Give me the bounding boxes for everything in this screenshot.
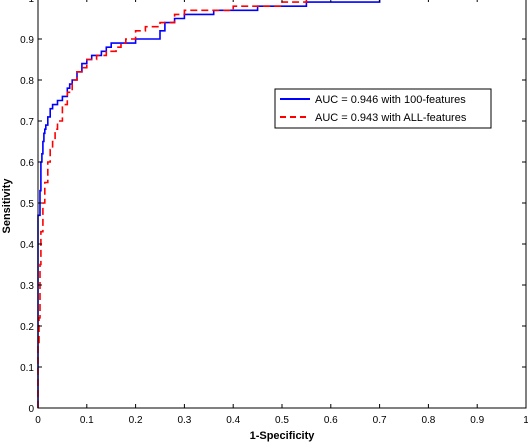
x-tick-label: 0.2 bbox=[129, 415, 143, 426]
legend-box bbox=[274, 88, 492, 129]
x-tick-label: 1 bbox=[523, 415, 528, 426]
y-tick-label: 0.6 bbox=[20, 158, 34, 169]
x-axis: 0 0.1 0.2 0.3 0.4 0.5 0.6 0.7 0.8 0.9 1 bbox=[35, 0, 528, 426]
legend-label-all-features: AUC = 0.943 with ALL-features bbox=[315, 112, 467, 124]
x-tick-label: 0.6 bbox=[324, 415, 338, 426]
x-tick-label: 0.4 bbox=[226, 415, 240, 426]
y-tick-label: 0.4 bbox=[20, 240, 34, 251]
y-tick-label: 1 bbox=[28, 0, 34, 5]
y-axis-label: Sensitivity bbox=[1, 178, 13, 234]
series-line-all-features bbox=[37, 0, 308, 408]
y-tick-label: 0.9 bbox=[20, 35, 34, 46]
y-tick-label: 0 bbox=[28, 404, 34, 415]
y-tick-label: 0.8 bbox=[20, 76, 34, 87]
plot-area bbox=[38, 0, 526, 408]
x-tick-label: 0.7 bbox=[373, 415, 387, 426]
y-tick-label: 0.2 bbox=[20, 322, 34, 333]
x-tick-label: 0.5 bbox=[275, 415, 289, 426]
x-axis-label: 1-Specificity bbox=[250, 430, 316, 442]
x-tick-label: 0.1 bbox=[80, 415, 94, 426]
legend-label-100-features: AUC = 0.946 with 100-features bbox=[315, 94, 466, 106]
series-layer bbox=[37, 0, 381, 408]
x-tick-label: 0.9 bbox=[470, 415, 484, 426]
y-tick-label: 0.5 bbox=[20, 199, 34, 210]
x-tick-label: 0 bbox=[35, 415, 41, 426]
y-tick-label: 0.1 bbox=[20, 363, 34, 374]
x-tick-label: 0.3 bbox=[177, 415, 191, 426]
legend: AUC = 0.946 with 100-features AUC = 0.94… bbox=[274, 88, 492, 129]
x-tick-label: 0.8 bbox=[421, 415, 435, 426]
y-tick-label: 0.7 bbox=[20, 117, 34, 128]
y-axis: 0 0.1 0.2 0.3 0.4 0.5 0.6 0.7 0.8 0.9 1 bbox=[20, 0, 526, 415]
series-line-100-features bbox=[37, 0, 381, 408]
y-tick-label: 0.3 bbox=[20, 281, 34, 292]
